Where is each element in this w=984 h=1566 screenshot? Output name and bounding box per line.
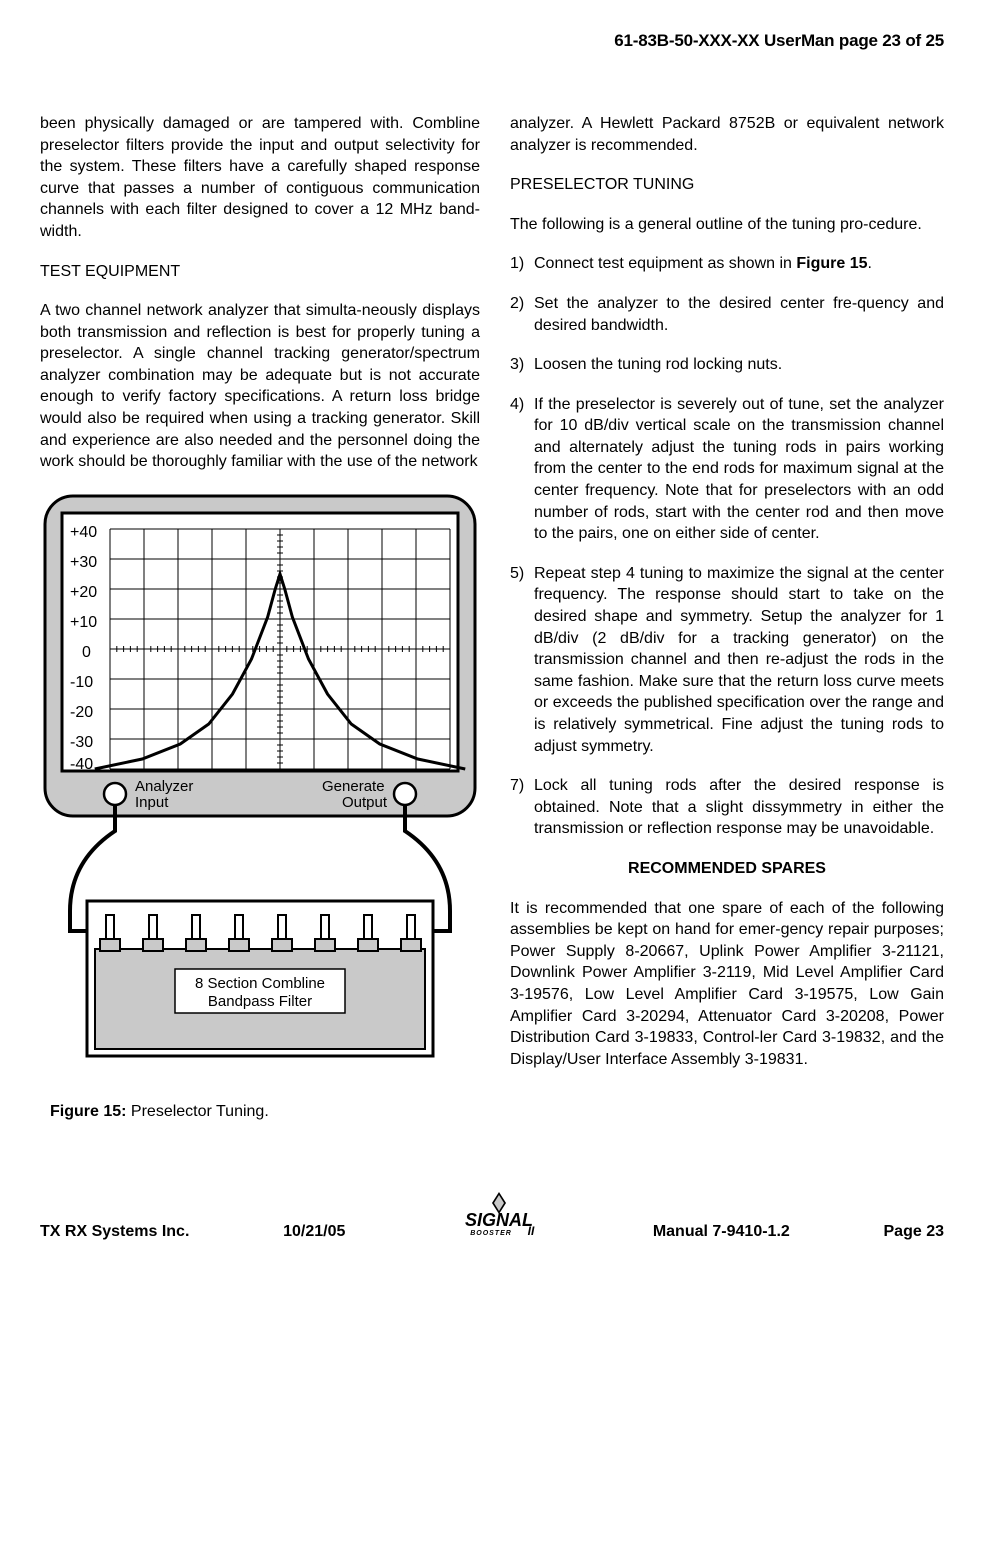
generate-output-label-1: Generate <box>322 778 385 795</box>
list-item: 5)Repeat step 4 tuning to maximize the s… <box>510 563 944 757</box>
filter-label-1: 8 Section Combline <box>195 975 325 992</box>
right-para-2: The following is a general outline of th… <box>510 214 944 236</box>
ylabel-5: -10 <box>70 674 93 691</box>
list-number: 7) <box>510 775 534 840</box>
list-item: 1)Connect test equipment as shown in Fig… <box>510 253 944 275</box>
list-body: Loosen the tuning rod locking nuts. <box>534 354 944 376</box>
logo-mark-text: II <box>528 1224 535 1236</box>
ylabel-1: +30 <box>70 554 97 571</box>
list-number: 5) <box>510 563 534 757</box>
right-column: analyzer. A Hewlett Packard 8752B or equ… <box>510 113 944 1153</box>
figure-caption-bold: Figure 15: <box>50 1103 126 1120</box>
left-column: been physically damaged or are tampered … <box>40 113 480 1153</box>
ylabel-0: +40 <box>70 524 97 541</box>
generate-output-label-2: Output <box>342 794 388 811</box>
left-para-2: A two channel network analyzer that simu… <box>40 300 480 473</box>
list-body: Repeat step 4 tuning to maximize the sig… <box>534 563 944 757</box>
footer-date: 10/21/05 <box>283 1221 345 1243</box>
list-number: 2) <box>510 293 534 336</box>
filter-label-2: Bandpass Filter <box>208 993 312 1010</box>
right-heading-preselector: PRESELECTOR TUNING <box>510 174 944 196</box>
ylabel-4: 0 <box>82 644 91 661</box>
logo-main-text: SIGNAL <box>465 1210 533 1230</box>
page-footer: TX RX Systems Inc. 10/21/05 SIGNAL BOOST… <box>40 1192 944 1243</box>
footer-page: Page 23 <box>884 1221 944 1243</box>
footer-manual: Manual 7-9410-1.2 <box>653 1221 790 1243</box>
figure-caption-text: Preselector Tuning. <box>126 1103 268 1120</box>
left-heading-test-equipment: TEST EQUIPMENT <box>40 261 480 283</box>
list-item: 3)Loosen the tuning rod locking nuts. <box>510 354 944 376</box>
list-body: Set the analyzer to the desired center f… <box>534 293 944 336</box>
figure-caption: Figure 15: Preselector Tuning. <box>50 1101 480 1123</box>
right-para-1: analyzer. A Hewlett Packard 8752B or equ… <box>510 113 944 156</box>
list-body: Connect test equipment as shown in Figur… <box>534 253 944 275</box>
figure-15: +40 +30 +20 +10 0 -10 -20 -30 -40 <box>40 491 480 1123</box>
list-item: 7)Lock all tuning rods after the desired… <box>510 775 944 840</box>
content-columns: been physically damaged or are tampered … <box>40 113 944 1153</box>
ylabel-2: +20 <box>70 584 97 601</box>
logo-sub-text: BOOSTER <box>470 1230 512 1236</box>
list-number: 3) <box>510 354 534 376</box>
analyzer-input-label-1: Analyzer <box>135 778 193 795</box>
left-para-1: been physically damaged or are tampered … <box>40 113 480 243</box>
ylabel-8: -40 <box>70 756 93 773</box>
ylabel-6: -20 <box>70 704 93 721</box>
list-item: 4)If the preselector is severely out of … <box>510 394 944 545</box>
footer-logo: SIGNAL BOOSTER II <box>439 1192 559 1243</box>
figure-svg: +40 +30 +20 +10 0 -10 -20 -30 -40 <box>40 491 480 1071</box>
list-body: If the preselector is severely out of tu… <box>534 394 944 545</box>
ylabel-7: -30 <box>70 734 93 751</box>
list-body: Lock all tuning rods after the desired r… <box>534 775 944 840</box>
list-number: 1) <box>510 253 534 275</box>
page-header: 61-83B-50-XXX-XX UserMan page 23 of 25 <box>40 30 944 53</box>
analyzer-input-label-2: Input <box>135 794 169 811</box>
right-para-3: It is recommended that one spare of each… <box>510 898 944 1071</box>
list-item: 2)Set the analyzer to the desired center… <box>510 293 944 336</box>
ylabel-3: +10 <box>70 614 97 631</box>
list-number: 4) <box>510 394 534 545</box>
footer-company: TX RX Systems Inc. <box>40 1221 189 1243</box>
right-heading-spares: RECOMMENDED SPARES <box>510 858 944 880</box>
